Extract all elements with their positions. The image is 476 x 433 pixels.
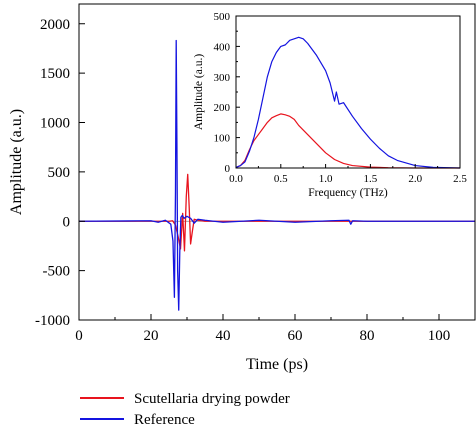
x-axis-title: Time (ps) [246,356,308,373]
legend-label-scutellaria: Scutellaria drying powder [134,391,290,407]
legend-label-reference: Reference [134,412,195,428]
inset-y-axis-title: Amplitude (a.u.) [193,54,205,130]
legend: Scutellaria drying powder Reference [78,388,378,428]
series-line-reference [78,39,475,311]
inset-x-tick-label: 2.0 [408,173,422,185]
y-tick-label: 500 [48,165,71,181]
inset-y-tick-label: 300 [214,72,231,84]
inset-x-tick-label: 1.0 [319,173,333,185]
y-tick-label: 0 [63,214,71,230]
x-tick-label: 0 [75,328,83,344]
y-tick-label: 2000 [40,17,70,33]
inset-x-tick-label: 0.0 [229,173,243,185]
y-axis-title: Amplitude (a.u.) [8,109,25,215]
series-line-scutellaria [79,173,475,252]
inset-y-tick-label: 100 [214,133,231,145]
inset-x-axis-title: Frequency (THz) [308,187,388,199]
x-tick-label: 20 [144,328,159,344]
inset-x-tick-label: 0.5 [274,173,288,185]
y-tick-label: 1000 [40,116,70,132]
x-tick-label: 80 [360,328,375,344]
plot-frame [78,3,476,321]
inset-series-line-reference [235,36,461,169]
inset-background [236,16,460,168]
x-tick-label: 60 [288,328,303,344]
x-tick-label: 100 [428,328,451,344]
inset-series-line-scutellaria [235,113,460,169]
inset-y-tick-label: 200 [214,102,231,114]
inset-y-tick-label: 500 [214,11,231,23]
inset-y-tick-label: 0 [225,163,231,175]
y-tick-label: -1000 [35,313,70,329]
y-tick-label: 1500 [40,66,70,82]
inset-x-tick-label: 2.5 [453,173,467,185]
inset-x-tick-label: 1.5 [364,173,378,185]
legend-svg: Scutellaria drying powder Reference [80,391,290,428]
x-tick-label: 40 [216,328,231,344]
y-tick-label: -500 [43,264,71,280]
inset-y-tick-label: 400 [214,41,231,53]
